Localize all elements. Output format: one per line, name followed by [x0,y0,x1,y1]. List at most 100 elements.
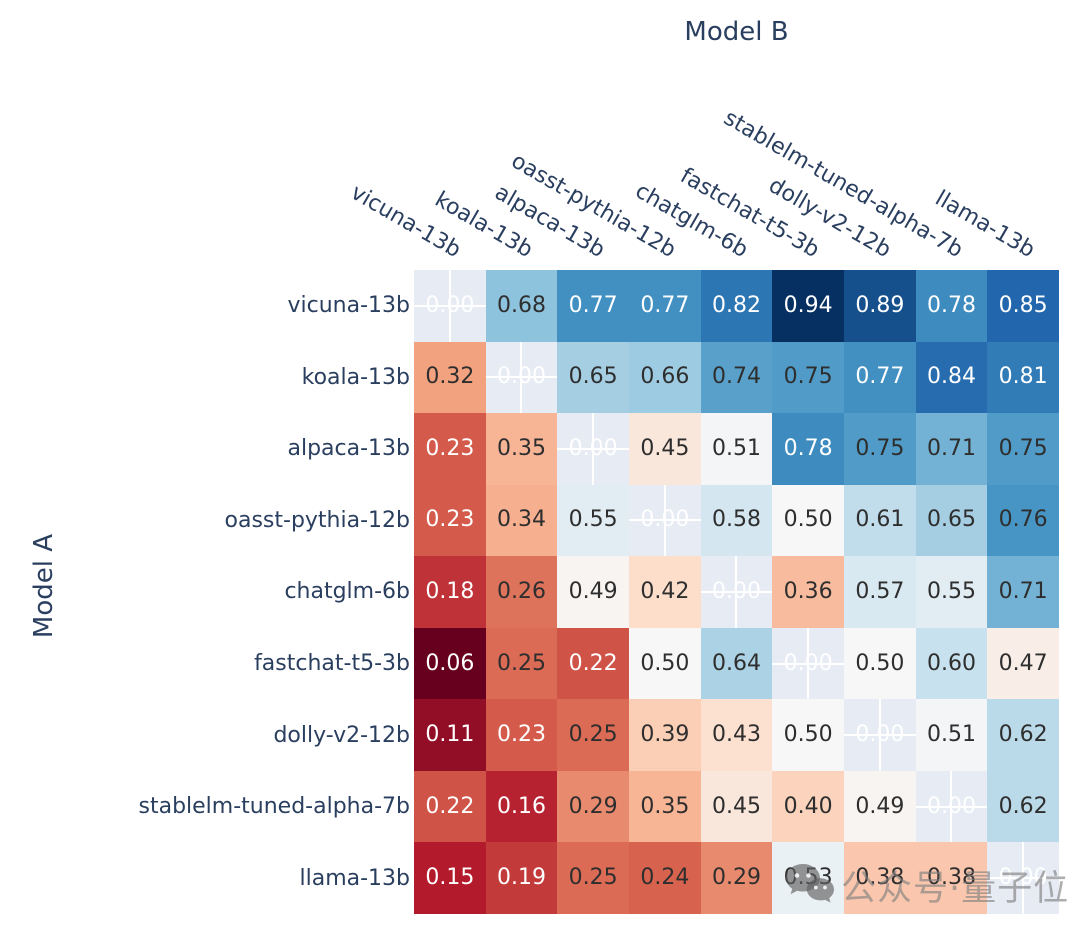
heatmap-cell: 0.00 [772,627,844,700]
y-tick-label: alpaca-13b [287,436,410,462]
gridline [448,270,451,342]
heatmap-cell: 0.49 [557,556,629,628]
heatmap-cell: 0.11 [414,699,486,771]
heatmap-cell: 0.22 [557,627,629,700]
heatmap-cell: 0.23 [485,699,558,771]
heatmap-cell: 0.74 [700,341,773,414]
heatmap-cell: 0.00 [987,842,1059,914]
heatmap-cell: 0.50 [772,699,844,771]
heatmap-cell: 0.94 [772,270,844,342]
gridline [1022,842,1025,914]
heatmap-cell: 0.75 [772,341,844,414]
heatmap-cell: 0.35 [628,770,701,843]
y-tick-label: llama-13b [299,865,410,891]
heatmap-cell: 0.00 [700,556,773,628]
y-tick-label: koala-13b [301,364,410,390]
heatmap-cell: 0.65 [915,484,988,557]
heatmap-cell: 0.38 [843,842,916,914]
heatmap-cell: 0.19 [485,842,558,914]
heatmap-cell: 0.64 [700,627,773,700]
y-tick-label: oasst-pythia-12b [224,507,410,533]
heatmap-cell: 0.25 [485,627,558,700]
heatmap-cell: 0.58 [700,484,773,557]
heatmap-cell: 0.50 [628,627,701,700]
heatmap-cell: 0.38 [915,842,988,914]
heatmap-cell: 0.00 [915,770,988,843]
heatmap-cell: 0.45 [628,413,701,485]
heatmap-cell: 0.68 [485,270,558,342]
heatmap-cell: 0.65 [557,341,629,414]
y-tick-label: chatglm-6b [284,579,410,605]
heatmap-cell: 0.40 [772,770,844,843]
heatmap-cell: 0.75 [843,413,916,485]
heatmap-cell: 0.35 [485,413,558,485]
y-tick-label: vicuna-13b [287,293,411,319]
heatmap-cell: 0.71 [915,413,988,485]
gridline [592,413,595,485]
heatmap-grid: 0.00 0.68 0.77 0.77 0.82 0.94 0.89 0.78 0.85 0.32… [414,270,1059,914]
heatmap-cell: 0.82 [700,270,773,342]
heatmap-cell: 0.66 [628,341,701,414]
heatmap-cell: 0.25 [557,842,629,914]
heatmap-cell: 0.57 [843,556,916,628]
heatmap-cell: 0.36 [772,556,844,628]
heatmap-cell: 0.62 [987,770,1059,843]
heatmap-cell: 0.29 [700,842,773,914]
heatmap-cell: 0.42 [628,556,701,628]
heatmap-cell: 0.26 [485,556,558,628]
heatmap-cell: 0.39 [628,699,701,771]
heatmap-cell: 0.00 [485,341,558,414]
heatmap-cell: 0.85 [987,270,1059,342]
heatmap-cell: 0.00 [414,270,486,342]
heatmap-cell: 0.16 [485,770,558,843]
heatmap-cell: 0.50 [843,627,916,700]
heatmap-cell: 0.55 [915,556,988,628]
heatmap-cell: 0.84 [915,341,988,414]
heatmap-cell: 0.75 [987,413,1059,485]
heatmap-cell: 0.15 [414,842,486,914]
heatmap-cell: 0.51 [915,699,988,771]
heatmap-cell: 0.61 [843,484,916,557]
heatmap-cell: 0.18 [414,556,486,628]
heatmap-cell: 0.00 [557,413,629,485]
heatmap-cell: 0.55 [557,484,629,557]
heatmap-cell: 0.23 [414,484,486,557]
heatmap-cell: 0.71 [987,556,1059,628]
heatmap-cell: 0.49 [843,770,916,843]
heatmap-cell: 0.53 [772,842,844,914]
heatmap-cell: 0.77 [557,270,629,342]
heatmap-cell: 0.89 [843,270,916,342]
heatmap-cell: 0.78 [772,413,844,485]
heatmap-cell: 0.77 [843,341,916,414]
heatmap-cell: 0.00 [628,484,701,557]
heatmap-cell: 0.47 [987,627,1059,700]
heatmap-cell: 0.45 [700,770,773,843]
heatmap-cell: 0.78 [915,270,988,342]
heatmap-cell: 0.06 [414,627,486,700]
y-tick-label: stablelm-tuned-alpha-7b [138,794,411,820]
heatmap-cell: 0.51 [700,413,773,485]
heatmap-cell: 0.34 [485,484,558,557]
heatmap-cell: 0.00 [843,699,916,771]
heatmap-cell: 0.29 [557,770,629,843]
heatmap-cell: 0.60 [915,627,988,700]
x-axis-title: Model B [684,17,789,47]
heatmap-cell: 0.77 [628,270,701,342]
heatmap-cell: 0.32 [414,341,486,414]
heatmap-cell: 0.24 [628,842,701,914]
heatmap-cell: 0.43 [700,699,773,771]
heatmap-cell: 0.25 [557,699,629,771]
gridline [663,484,666,557]
heatmap-cell: 0.76 [987,484,1059,557]
gridline [950,770,953,843]
gridline [807,627,810,700]
heatmap-cell: 0.22 [414,770,486,843]
y-tick-label: fastchat-t5-3b [254,651,410,677]
heatmap-cell: 0.50 [772,484,844,557]
heatmap-cell: 0.81 [987,341,1059,414]
gridline [520,341,523,414]
gridline [735,556,738,628]
gridline [878,699,881,771]
heatmap-cell: 0.23 [414,413,486,485]
